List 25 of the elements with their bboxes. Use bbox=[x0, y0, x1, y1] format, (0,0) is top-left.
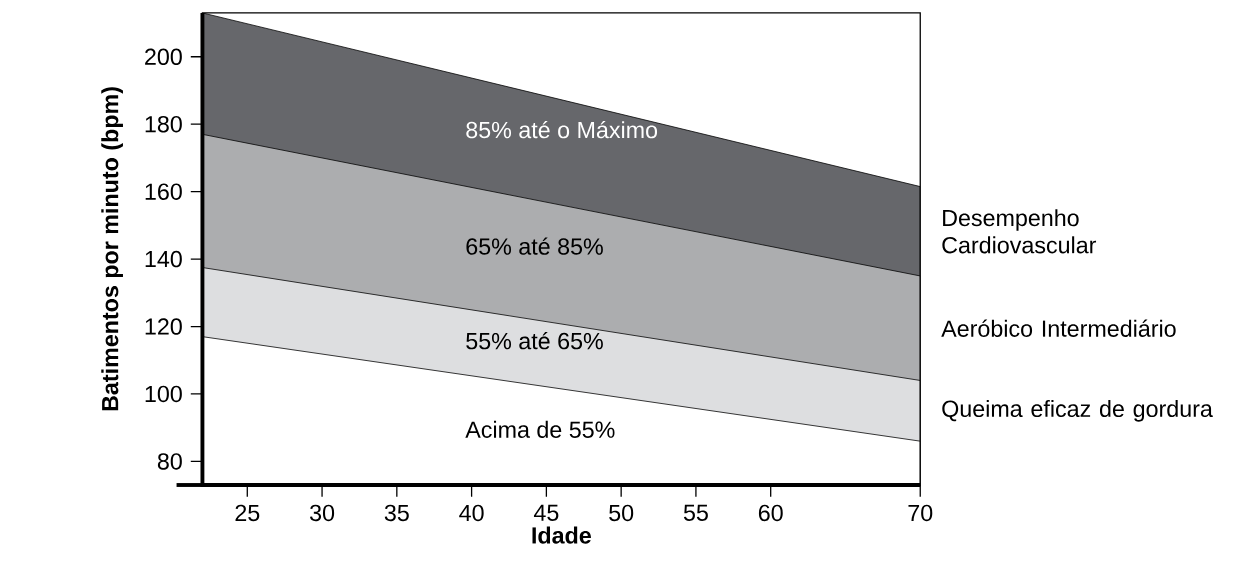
y-tick-label: 180 bbox=[145, 116, 182, 133]
x-axis-title: Idade bbox=[532, 526, 591, 544]
x-tick-label: 25 bbox=[235, 504, 260, 522]
y-tick-label: 100 bbox=[145, 385, 182, 403]
y-tick-label: 140 bbox=[145, 251, 182, 268]
annotation: 85% até o Máximo bbox=[466, 121, 658, 139]
annotation: 55% até 65% bbox=[466, 332, 603, 350]
text: Desempenho Cardiovascular bbox=[942, 209, 1097, 254]
x-tick-label: 40 bbox=[459, 504, 484, 522]
x-tick-label: 30 bbox=[310, 504, 335, 522]
x-tick-label: 55 bbox=[683, 504, 708, 522]
x-tick-label: 60 bbox=[758, 504, 783, 522]
annotation: Acima de 55% bbox=[465, 421, 615, 439]
x-tick-label: 50 bbox=[609, 504, 634, 522]
y-tick-label: 80 bbox=[157, 453, 182, 470]
y-tick-label: 120 bbox=[145, 318, 182, 335]
x-tick-label: 70 bbox=[908, 504, 933, 522]
x-tick-label: 35 bbox=[384, 504, 409, 522]
x-tick-label: 45 bbox=[533, 504, 559, 522]
text: Queima eficaz de gordura bbox=[942, 400, 1213, 422]
y-tick-label: 160 bbox=[145, 183, 182, 201]
y-tick-label: 200 bbox=[145, 48, 182, 66]
annotation: 65% até 85% bbox=[466, 237, 603, 256]
text: Aeróbico Intermediário bbox=[941, 319, 1176, 338]
y-axis-title: Batimentos por minuto (bpm) bbox=[101, 87, 123, 411]
